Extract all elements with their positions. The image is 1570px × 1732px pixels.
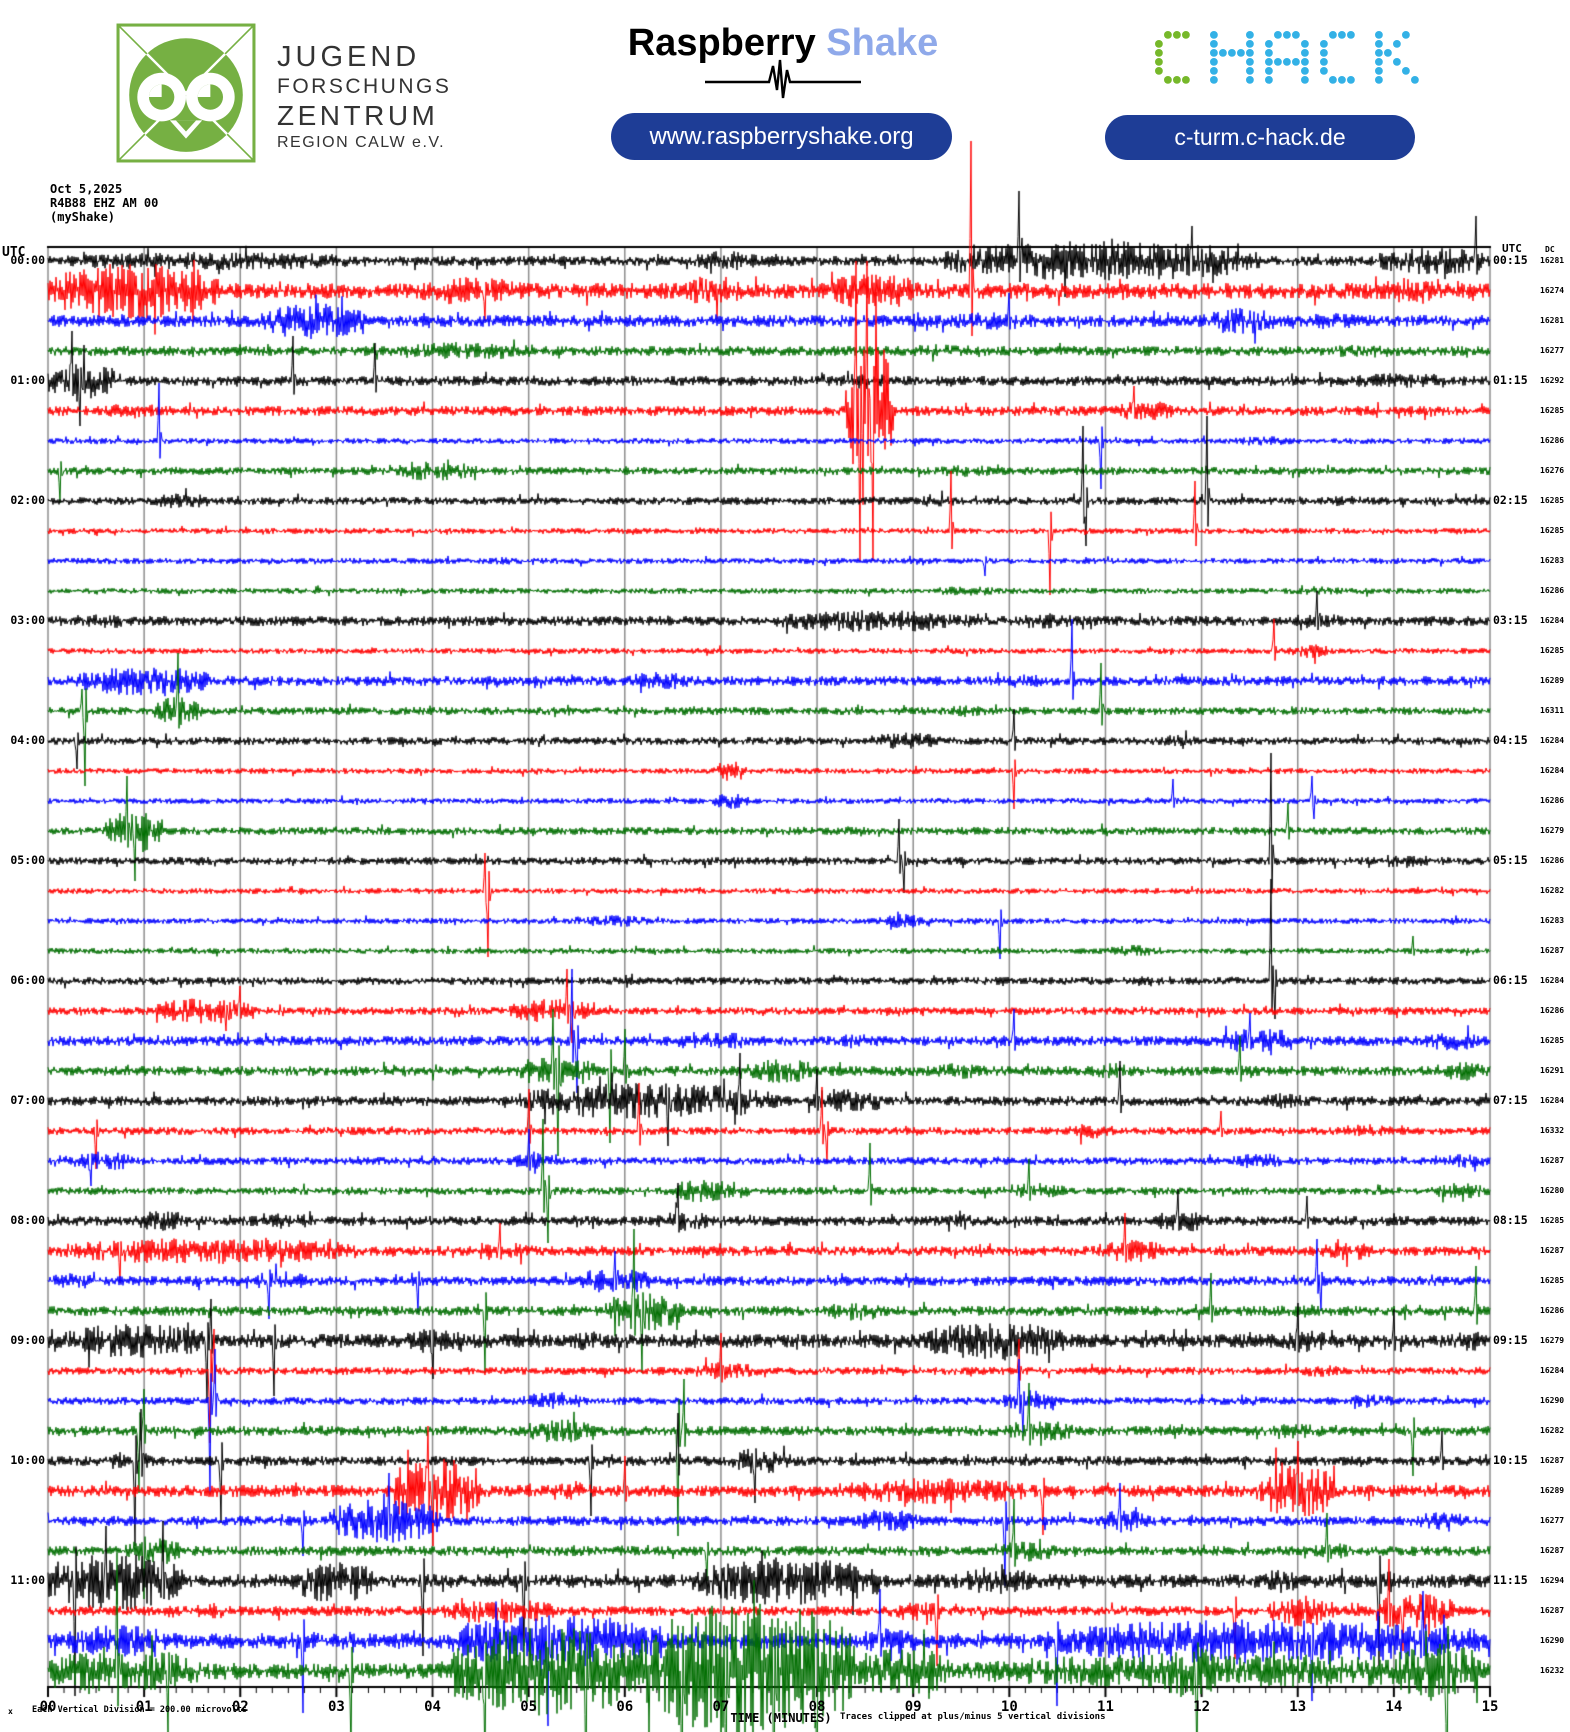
dc-value: 16285 bbox=[1540, 496, 1565, 505]
utc-right-label: 01:15 bbox=[1493, 373, 1528, 387]
dc-value: 16285 bbox=[1540, 526, 1565, 535]
dc-value: 16282 bbox=[1540, 886, 1565, 895]
x-axis-tick-label: 03 bbox=[327, 1699, 345, 1715]
dc-header: DC bbox=[1545, 245, 1555, 254]
dc-value: 16287 bbox=[1540, 1156, 1565, 1165]
dc-value: 16286 bbox=[1540, 856, 1565, 865]
x-axis-tick-label: 04 bbox=[424, 1699, 441, 1715]
dc-value: 16283 bbox=[1540, 556, 1565, 565]
dc-value: 16274 bbox=[1540, 286, 1565, 295]
dc-value: 16311 bbox=[1540, 706, 1565, 715]
x-axis-tick-label: 01 bbox=[135, 1699, 153, 1715]
dc-value: 16282 bbox=[1540, 1426, 1565, 1435]
utc-left-label: 01:00 bbox=[10, 373, 45, 387]
utc-right-label: 11:15 bbox=[1493, 1573, 1528, 1587]
dc-value: 16291 bbox=[1540, 1066, 1565, 1075]
dc-value: 16332 bbox=[1540, 1126, 1565, 1135]
dc-value: 16292 bbox=[1540, 376, 1565, 385]
dc-value: 16281 bbox=[1540, 256, 1565, 265]
dc-value: 16285 bbox=[1540, 646, 1565, 655]
x-axis-tick-label: 09 bbox=[904, 1699, 922, 1715]
dc-value: 16285 bbox=[1540, 1276, 1565, 1285]
utc-left-label: 08:00 bbox=[10, 1213, 45, 1227]
dc-value: 16294 bbox=[1540, 1576, 1565, 1585]
dc-value: 16286 bbox=[1540, 586, 1565, 595]
dc-value: 16284 bbox=[1540, 976, 1565, 985]
utc-right-label: 05:15 bbox=[1493, 853, 1528, 867]
dc-value: 16276 bbox=[1540, 466, 1565, 475]
x-axis-tick-label: 10 bbox=[1000, 1699, 1018, 1715]
utc-right-label: 00:15 bbox=[1493, 253, 1528, 267]
dc-value: 16287 bbox=[1540, 1246, 1565, 1255]
utc-right-label: 08:15 bbox=[1493, 1213, 1528, 1227]
utc-right-label: 06:15 bbox=[1493, 973, 1528, 987]
dc-value: 16284 bbox=[1540, 736, 1565, 745]
dc-value: 16287 bbox=[1540, 1606, 1565, 1615]
x-axis-tick-label: 15 bbox=[1481, 1699, 1499, 1715]
utc-left-label: 11:00 bbox=[10, 1573, 45, 1587]
dc-value: 16284 bbox=[1540, 616, 1565, 625]
utc-header-right: UTC bbox=[1502, 242, 1522, 255]
dc-value: 16284 bbox=[1540, 1366, 1565, 1375]
dc-value: 16289 bbox=[1540, 676, 1565, 685]
dc-value: 16286 bbox=[1540, 1306, 1565, 1315]
utc-left-label: 03:00 bbox=[10, 613, 45, 627]
dc-value: 16281 bbox=[1540, 316, 1565, 325]
dc-value: 16279 bbox=[1540, 1336, 1565, 1345]
x-axis-tick-label: 11 bbox=[1097, 1699, 1114, 1715]
utc-header-left: UTC bbox=[2, 245, 26, 260]
x-axis-tick-label: 07 bbox=[712, 1699, 730, 1715]
dc-value: 16287 bbox=[1540, 1456, 1565, 1465]
x-axis-tick-label: 08 bbox=[808, 1699, 826, 1715]
dc-value: 16289 bbox=[1540, 1486, 1565, 1495]
utc-left-label: 10:00 bbox=[10, 1453, 45, 1467]
dc-value: 16286 bbox=[1540, 1006, 1565, 1015]
dc-value: 16284 bbox=[1540, 766, 1565, 775]
footer-scale-marker: x bbox=[8, 1707, 13, 1716]
footer-clip-note: Traces clipped at plus/minus 5 vertical … bbox=[840, 1712, 1106, 1722]
dc-value: 16286 bbox=[1540, 436, 1565, 445]
utc-right-label: 09:15 bbox=[1493, 1333, 1528, 1347]
x-axis-tick-label: 14 bbox=[1385, 1699, 1403, 1715]
x-axis-tick-label: 13 bbox=[1289, 1699, 1307, 1715]
utc-right-label: 02:15 bbox=[1493, 493, 1528, 507]
x-axis-tick-label: 02 bbox=[231, 1699, 249, 1715]
x-axis-title: TIME (MINUTES) bbox=[730, 1711, 832, 1725]
utc-left-label: 06:00 bbox=[10, 973, 45, 987]
utc-right-label: 04:15 bbox=[1493, 733, 1528, 747]
dc-value: 16287 bbox=[1540, 946, 1565, 955]
dc-value: 16232 bbox=[1540, 1666, 1565, 1675]
footer-scale-note: Each Vertical Division = 200.00 microvol… bbox=[32, 1705, 247, 1715]
utc-left-label: 02:00 bbox=[10, 493, 45, 507]
dc-value: 16290 bbox=[1540, 1396, 1565, 1405]
x-axis-tick-label: 12 bbox=[1193, 1699, 1211, 1715]
dc-value: 16290 bbox=[1540, 1636, 1565, 1645]
utc-left-label: 07:00 bbox=[10, 1093, 45, 1107]
dc-value: 16285 bbox=[1540, 406, 1565, 415]
dc-value: 16277 bbox=[1540, 346, 1565, 355]
dc-value: 16286 bbox=[1540, 796, 1565, 805]
utc-left-label: 00:00 bbox=[10, 253, 45, 267]
dc-value: 16277 bbox=[1540, 1516, 1565, 1525]
x-axis-tick-label: 05 bbox=[520, 1699, 538, 1715]
dc-value: 16283 bbox=[1540, 916, 1565, 925]
utc-left-label: 05:00 bbox=[10, 853, 45, 867]
x-axis-tick-label: 00 bbox=[39, 1699, 57, 1715]
dc-value: 16285 bbox=[1540, 1216, 1565, 1225]
dc-value: 16284 bbox=[1540, 1096, 1565, 1105]
dc-value: 16287 bbox=[1540, 1546, 1565, 1555]
utc-right-label: 03:15 bbox=[1493, 613, 1528, 627]
utc-left-label: 04:00 bbox=[10, 733, 45, 747]
utc-left-label: 09:00 bbox=[10, 1333, 45, 1347]
dc-value: 16279 bbox=[1540, 826, 1565, 835]
utc-right-label: 07:15 bbox=[1493, 1093, 1528, 1107]
dc-value: 16280 bbox=[1540, 1186, 1565, 1195]
x-axis-tick-label: 06 bbox=[616, 1699, 634, 1715]
utc-right-label: 10:15 bbox=[1493, 1453, 1528, 1467]
dc-value: 16285 bbox=[1540, 1036, 1565, 1045]
